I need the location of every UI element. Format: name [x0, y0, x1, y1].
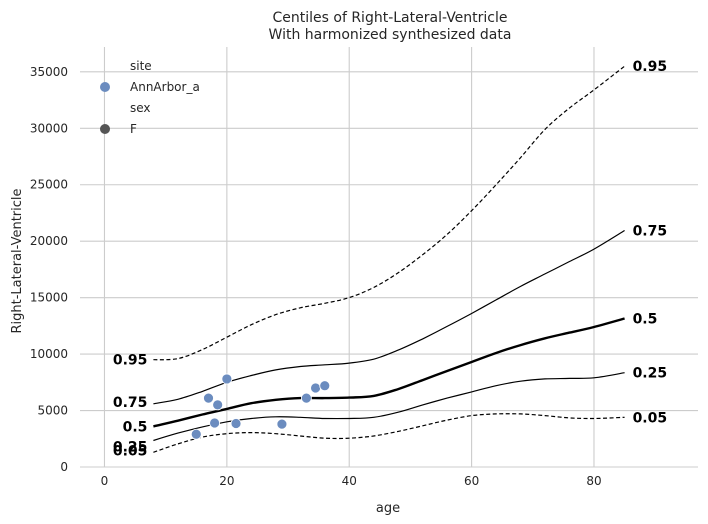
y-tick-label: 30000: [30, 121, 68, 135]
x-tick-label: 40: [342, 474, 357, 488]
y-tick-label: 25000: [30, 178, 68, 192]
y-tick-label: 15000: [30, 291, 68, 305]
legend-header: site: [130, 59, 152, 73]
centile-line-0.05: [153, 413, 625, 453]
centile-line-0.5: [153, 317, 625, 428]
legend-header: sex: [130, 101, 151, 115]
x-tick-label: 80: [586, 474, 601, 488]
data-point: [203, 392, 214, 404]
y-tick-label: 20000: [30, 234, 68, 248]
grid: [80, 47, 698, 468]
legend-label: F: [130, 122, 137, 136]
y-tick-label: 10000: [30, 347, 68, 361]
chart-subtitle: With harmonized synthesized data: [269, 27, 512, 43]
data-point: [319, 380, 331, 392]
data-point: [212, 399, 224, 411]
x-tick-label: 20: [219, 474, 234, 488]
centile-labels: 0.050.050.250.250.50.50.750.750.950.95: [113, 59, 667, 459]
data-points: [190, 373, 331, 440]
centile-label-right: 0.75: [633, 223, 668, 239]
centile-label-left: 0.25: [113, 439, 148, 455]
y-tick-labels: 0 5000 10000 15000 20000 25000 30000 35000: [30, 65, 68, 474]
centile-label-left: 0.95: [113, 353, 148, 369]
legend-marker: [100, 124, 110, 134]
y-tick-label: 35000: [30, 65, 68, 79]
centile-lines: [153, 65, 625, 453]
centile-label-right: 0.25: [633, 366, 668, 382]
x-tick-labels: 0 20 40 60 80: [101, 474, 602, 488]
data-point: [276, 418, 288, 430]
y-tick-label: 0: [60, 460, 68, 474]
x-tick-label: 60: [464, 474, 479, 488]
data-point: [230, 418, 242, 429]
data-point: [300, 392, 312, 404]
data-point: [310, 382, 321, 394]
data-point: [190, 428, 202, 440]
y-axis-label: Right-Lateral-Ventricle: [10, 188, 25, 333]
centile-label-left: 0.05: [113, 443, 148, 459]
x-tick-label: 0: [101, 474, 109, 488]
centile-line-0.25: [153, 372, 625, 442]
y-tick-label: 5000: [37, 404, 68, 418]
centile-label-right: 0.05: [633, 410, 668, 426]
legend-label: AnnArbor_a: [130, 80, 200, 94]
legend-marker: [100, 82, 110, 92]
x-axis-label: age: [376, 501, 400, 516]
chart-title: Centiles of Right-Lateral-Ventricle: [273, 10, 508, 26]
centile-label-right: 0.95: [633, 59, 668, 75]
centile-label-left: 0.75: [113, 395, 148, 411]
centile-label-left: 0.5: [123, 419, 148, 435]
data-point: [221, 373, 233, 385]
data-point: [209, 417, 221, 429]
centile-line-0.95: [153, 65, 625, 361]
centile-label-right: 0.5: [633, 312, 658, 328]
